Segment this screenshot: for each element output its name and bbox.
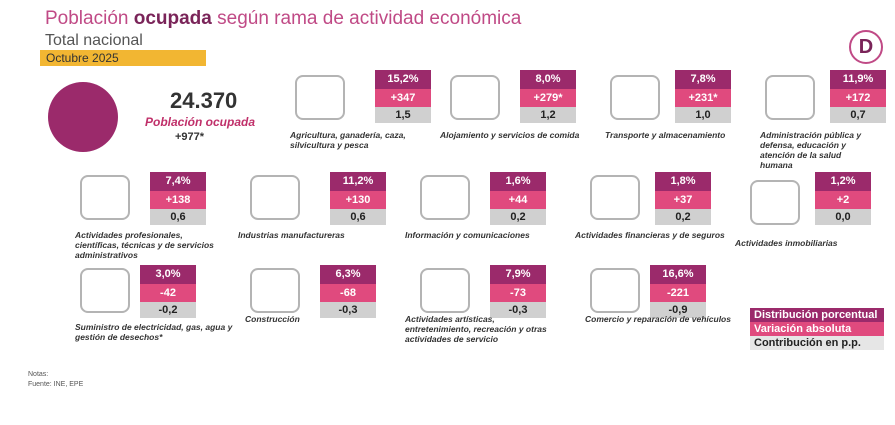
sector-icon — [590, 175, 640, 220]
contribution: 1,2 — [520, 107, 576, 123]
sector-box: 7,8% +231* 1,0 — [675, 70, 731, 123]
sector-icon — [80, 268, 130, 313]
sector-icon — [250, 175, 300, 220]
logo: D — [849, 30, 883, 64]
change: +130 — [330, 191, 386, 209]
change: -221 — [650, 284, 706, 302]
change: +231* — [675, 89, 731, 107]
contribution: 0,2 — [655, 209, 711, 225]
contribution: -0,9 — [650, 302, 706, 318]
sector-icon — [80, 175, 130, 220]
sector-name: Transporte y almacenamiento — [605, 130, 726, 140]
sector-name: Comercio y reparación de vehículos — [585, 314, 731, 324]
notes: Notas: Fuente: INE, EPE — [28, 370, 83, 390]
share: 1,8% — [655, 172, 711, 191]
contribution: 0,0 — [815, 209, 871, 225]
sector-icon — [450, 75, 500, 120]
total-icon — [48, 82, 118, 152]
sector-name: Actividades financieras y de seguros — [575, 230, 725, 240]
sector-name: Administración pública y defensa, educac… — [760, 130, 862, 170]
change: +279* — [520, 89, 576, 107]
share: 7,8% — [675, 70, 731, 89]
share: 1,6% — [490, 172, 546, 191]
change: -73 — [490, 284, 546, 302]
title: Población ocupada según rama de activida… — [45, 8, 521, 30]
contribution: -0,3 — [320, 302, 376, 318]
share: 6,3% — [320, 265, 376, 284]
change: -68 — [320, 284, 376, 302]
sector-box: 1,6% +44 0,2 — [490, 172, 546, 225]
contribution: 0,2 — [490, 209, 546, 225]
change: +44 — [490, 191, 546, 209]
contribution: 1,0 — [675, 107, 731, 123]
sector-icon — [610, 75, 660, 120]
change: +37 — [655, 191, 711, 209]
title-part: Población — [45, 8, 129, 29]
contribution: -0,3 — [490, 302, 546, 318]
sector-icon — [590, 268, 640, 313]
subtitle: Total nacional — [45, 32, 143, 49]
legend-item: Contribución en p.p. — [750, 336, 884, 350]
sector-box: 8,0% +279* 1,2 — [520, 70, 576, 123]
sector-icon — [765, 75, 815, 120]
sector-name: Industrias manufactureras — [238, 230, 345, 240]
sector-box: 15,2% +347 1,5 — [375, 70, 431, 123]
contribution: -0,2 — [140, 302, 196, 318]
contribution: 0,7 — [830, 107, 886, 123]
share: 1,2% — [815, 172, 871, 191]
sector-box: 16,6% -221 -0,9 — [650, 265, 706, 318]
legend-item: Distribución porcentual — [750, 308, 884, 322]
sector-name: Construcción — [245, 314, 300, 324]
sector-name: Agricultura, ganadería, caza, silvicultu… — [290, 130, 406, 150]
contribution: 0,6 — [150, 209, 206, 225]
share: 7,4% — [150, 172, 206, 191]
period: Octubre 2025 — [40, 50, 206, 66]
sector-box: 3,0% -42 -0,2 — [140, 265, 196, 318]
legend: Distribución porcentual Variación absolu… — [750, 308, 884, 350]
sector-name: Actividades artísticas, entretenimiento,… — [405, 314, 547, 344]
change: +138 — [150, 191, 206, 209]
sector-name: Suministro de electricidad, gas, agua y … — [75, 322, 233, 342]
sector-box: 6,3% -68 -0,3 — [320, 265, 376, 318]
sector-name: Actividades profesionales, científicas, … — [75, 230, 214, 260]
sector-box: 11,2% +130 0,6 — [330, 172, 386, 225]
change: -42 — [140, 284, 196, 302]
contribution: 1,5 — [375, 107, 431, 123]
sector-name: Información y comunicaciones — [405, 230, 530, 240]
sector-name: Actividades inmobiliarias — [735, 238, 838, 248]
sector-icon — [750, 180, 800, 225]
share: 7,9% — [490, 265, 546, 284]
title-part: ocupada — [133, 8, 212, 29]
sector-name: Alojamiento y servicios de comida — [440, 130, 580, 140]
note: Fuente: INE, EPE — [28, 381, 84, 388]
sector-box: 7,9% -73 -0,3 — [490, 265, 546, 318]
share: 8,0% — [520, 70, 576, 89]
sector-box: 11,9% +172 0,7 — [830, 70, 886, 123]
total-change: +977* — [175, 131, 205, 143]
change: +347 — [375, 89, 431, 107]
change: +2 — [815, 191, 871, 209]
share: 16,6% — [650, 265, 706, 284]
change: +172 — [830, 89, 886, 107]
sector-icon — [420, 268, 470, 313]
sector-box: 7,4% +138 0,6 — [150, 172, 206, 225]
share: 3,0% — [140, 265, 196, 284]
share: 11,9% — [830, 70, 886, 89]
sector-box: 1,8% +37 0,2 — [655, 172, 711, 225]
sector-icon — [295, 75, 345, 120]
total-label: Población ocupada — [145, 115, 256, 129]
note: Notas: — [28, 371, 49, 378]
share: 15,2% — [375, 70, 431, 89]
sector-icon — [250, 268, 300, 313]
share: 11,2% — [330, 172, 386, 191]
sector-box: 1,2% +2 0,0 — [815, 172, 871, 225]
sector-icon — [420, 175, 470, 220]
title-part: según rama de actividad económica — [217, 8, 522, 29]
total-value: 24.370 — [170, 88, 238, 113]
legend-item: Variación absoluta — [750, 322, 884, 336]
contribution: 0,6 — [330, 209, 386, 225]
